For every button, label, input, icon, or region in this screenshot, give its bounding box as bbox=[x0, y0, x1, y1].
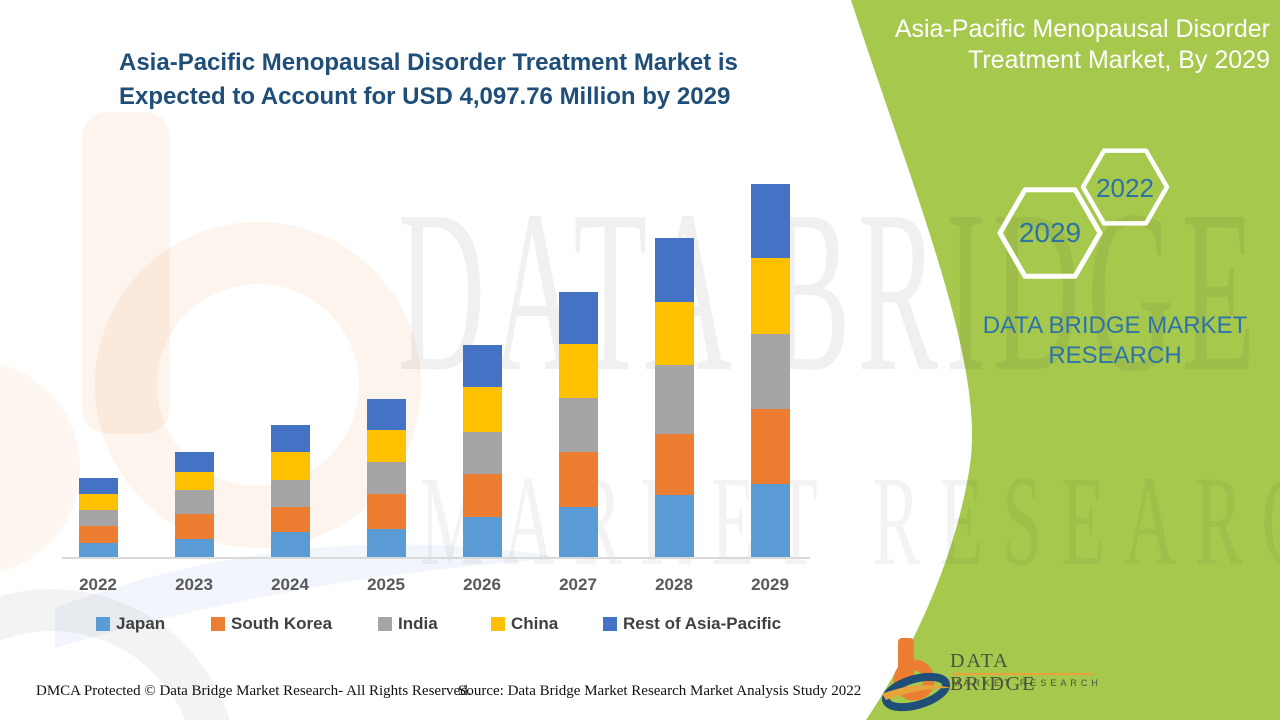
bar-segment-2028-south-korea bbox=[654, 433, 694, 496]
stacked-bar-2028 bbox=[654, 238, 694, 558]
bar-segment-2023-rest-of-asia-pacific bbox=[174, 452, 214, 473]
x-axis-label-2028: 2028 bbox=[655, 575, 693, 594]
legend-swatch bbox=[378, 617, 392, 631]
x-axis-label-2029: 2029 bbox=[751, 575, 789, 594]
side-panel-title-line1: Asia-Pacific Menopausal Disorder bbox=[894, 15, 1270, 43]
footer-source-text: Source: Data Bridge Market Research Mark… bbox=[458, 683, 862, 699]
x-axis-label-2023: 2023 bbox=[175, 575, 213, 594]
hexagon-2022-outline bbox=[1080, 148, 1170, 226]
legend-swatch bbox=[211, 617, 225, 631]
legend-label: South Korea bbox=[231, 614, 333, 633]
footer-dmca-text: DMCA Protected © Data Bridge Market Rese… bbox=[36, 683, 472, 699]
bar-segment-2027-china bbox=[558, 343, 598, 399]
legend-item-rest-of-asia-pacific: Rest of Asia-Pacific bbox=[603, 614, 781, 634]
stacked-bar-2024 bbox=[270, 425, 310, 558]
bar-segment-2029-south-korea bbox=[750, 408, 790, 484]
bar-segment-2025-rest-of-asia-pacific bbox=[366, 398, 406, 431]
bar-segment-2026-south-korea bbox=[462, 473, 502, 517]
chart-title-line1: Asia-Pacific Menopausal Disorder Treatme… bbox=[119, 49, 738, 76]
legend-label: China bbox=[511, 614, 559, 633]
bar-segment-2026-india bbox=[462, 432, 502, 474]
bar-segment-2028-japan bbox=[654, 495, 694, 558]
bar-segment-2024-south-korea bbox=[270, 506, 310, 532]
bar-segment-2022-china bbox=[78, 493, 118, 510]
bar-segment-2025-india bbox=[366, 461, 406, 494]
chart-title-line2: Expected to Account for USD 4,097.76 Mil… bbox=[119, 83, 731, 110]
stacked-bar-2026 bbox=[462, 344, 502, 558]
legend-swatch bbox=[603, 617, 617, 631]
bar-segment-2029-india bbox=[750, 333, 790, 409]
side-panel-title: Asia-Pacific Menopausal Disorder Treatme… bbox=[880, 14, 1270, 76]
data-bridge-logo-mark bbox=[881, 638, 952, 712]
bar-segment-2024-japan bbox=[270, 531, 310, 558]
bar-segment-2023-china bbox=[174, 472, 214, 491]
legend-swatch bbox=[96, 617, 110, 631]
bar-segment-2022-rest-of-asia-pacific bbox=[78, 477, 118, 494]
stacked-bar-2025 bbox=[366, 398, 406, 558]
x-axis-line bbox=[62, 557, 810, 559]
logo-title: DATA BRIDGE bbox=[950, 650, 1037, 695]
legend-label: India bbox=[398, 614, 438, 633]
bar-segment-2027-south-korea bbox=[558, 452, 598, 508]
x-axis-label-2025: 2025 bbox=[367, 575, 405, 594]
legend-item-japan: Japan bbox=[96, 614, 165, 634]
x-axis-label-2026: 2026 bbox=[463, 575, 501, 594]
legend-label: Japan bbox=[116, 614, 166, 633]
bar-segment-2022-india bbox=[78, 509, 118, 526]
brand-text-line1: DATA BRIDGE MARKET bbox=[982, 312, 1248, 339]
bar-segment-2023-india bbox=[174, 490, 214, 514]
bar-segment-2028-china bbox=[654, 302, 694, 366]
bar-segment-2028-rest-of-asia-pacific bbox=[654, 238, 694, 303]
logo-d-swoosh bbox=[881, 672, 951, 712]
hexagon-2022-label: 2022 bbox=[1096, 173, 1154, 203]
bar-segment-2029-china bbox=[750, 257, 790, 334]
bar-segment-2024-china bbox=[270, 451, 310, 481]
bar-segment-2026-china bbox=[462, 387, 502, 433]
bar-segment-2025-south-korea bbox=[366, 493, 406, 529]
legend-item-south-korea: South Korea bbox=[211, 614, 332, 634]
legend-swatch bbox=[491, 617, 505, 631]
logo-divider bbox=[951, 673, 1093, 675]
stacked-bar-2022 bbox=[78, 477, 118, 558]
bar-segment-2023-south-korea bbox=[174, 513, 214, 539]
logo-subtitle: MARKET RESEARCH bbox=[952, 678, 1102, 688]
hexagon-2029-label: 2029 bbox=[1018, 217, 1082, 248]
x-axis-label-2022: 2022 bbox=[79, 575, 117, 594]
bar-segment-2029-rest-of-asia-pacific bbox=[750, 183, 790, 258]
bar-segment-2027-india bbox=[558, 398, 598, 453]
bar-segment-2026-rest-of-asia-pacific bbox=[462, 344, 502, 388]
chart-title: Asia-Pacific Menopausal Disorder Treatme… bbox=[119, 46, 759, 114]
legend-item-india: India bbox=[378, 614, 438, 634]
plot-area: 2022 2023 2024 2025 2026 2027 2028 2029 Japan Sou… bbox=[78, 183, 790, 634]
bar-segment-2023-japan bbox=[174, 538, 214, 558]
hexagon-2029-outline bbox=[997, 187, 1103, 279]
bar-segment-2028-india bbox=[654, 365, 694, 434]
stacked-bar-2027 bbox=[558, 291, 598, 558]
brand-text-line2: RESEARCH bbox=[1048, 342, 1182, 369]
logo-orange-swoosh bbox=[882, 685, 952, 700]
stacked-bar-2023 bbox=[174, 452, 214, 558]
bar-segment-2027-japan bbox=[558, 507, 598, 558]
bar-segment-2024-india bbox=[270, 480, 310, 507]
bar-segment-2024-rest-of-asia-pacific bbox=[270, 425, 310, 452]
legend-item-china: China bbox=[491, 614, 558, 634]
bar-segment-2027-rest-of-asia-pacific bbox=[558, 291, 598, 344]
bar-segment-2022-south-korea bbox=[78, 525, 118, 544]
bar-segment-2022-japan bbox=[78, 543, 118, 558]
legend-label: Rest of Asia-Pacific bbox=[623, 614, 782, 633]
bar-segment-2029-japan bbox=[750, 483, 790, 558]
bar-segment-2025-japan bbox=[366, 528, 406, 558]
x-axis-label-2027: 2027 bbox=[559, 575, 597, 594]
bar-segment-2026-japan bbox=[462, 516, 502, 558]
brand-text: DATA BRIDGE MARKET RESEARCH bbox=[950, 311, 1280, 371]
stacked-bar-2029 bbox=[750, 183, 790, 558]
x-axis-label-2024: 2024 bbox=[271, 575, 309, 594]
side-panel-title-line2: Treatment Market, By 2029 bbox=[968, 46, 1270, 74]
bar-segment-2025-china bbox=[366, 430, 406, 462]
